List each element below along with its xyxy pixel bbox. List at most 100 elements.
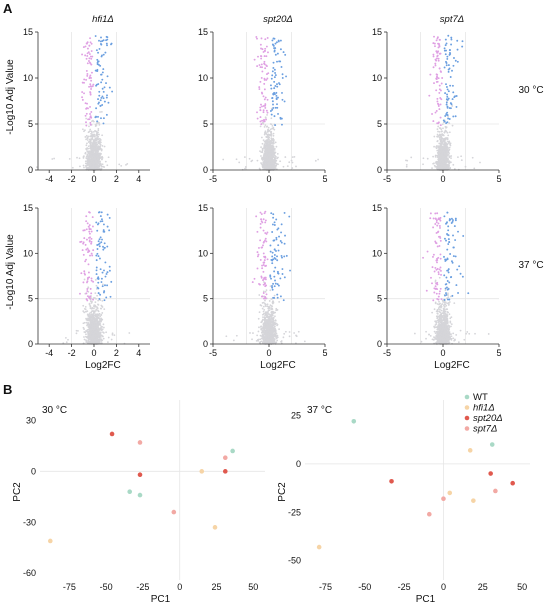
gene-point bbox=[106, 164, 109, 167]
y-tick-label: 0 bbox=[377, 165, 382, 175]
gene-point bbox=[67, 338, 69, 341]
gene-point-up bbox=[107, 101, 110, 104]
gene-point bbox=[111, 333, 114, 336]
gene-point bbox=[118, 163, 121, 166]
gene-point bbox=[256, 159, 259, 162]
gene-point bbox=[92, 142, 94, 144]
gene-point-up bbox=[102, 223, 105, 226]
gene-point bbox=[264, 154, 267, 156]
gene-point-down bbox=[87, 251, 89, 254]
gene-point-down bbox=[88, 296, 90, 299]
gene-point-up bbox=[97, 51, 100, 54]
gene-point bbox=[270, 307, 273, 309]
gene-point-up bbox=[273, 80, 276, 83]
gene-point-down bbox=[88, 227, 91, 230]
gene-point-up bbox=[278, 60, 281, 63]
gene-point-down bbox=[438, 67, 441, 70]
gene-point-down bbox=[86, 290, 89, 292]
gene-point bbox=[444, 161, 447, 164]
gene-point-down bbox=[91, 225, 94, 228]
gene-point-down bbox=[87, 51, 90, 54]
gene-point-down bbox=[80, 240, 83, 243]
gene-point bbox=[91, 138, 93, 141]
gene-point bbox=[92, 310, 95, 313]
gene-point bbox=[92, 130, 95, 133]
gene-point-up bbox=[108, 216, 111, 219]
gene-point-up bbox=[443, 49, 446, 52]
gene-point-up bbox=[274, 71, 277, 74]
gene-point bbox=[101, 335, 104, 338]
gene-point-down bbox=[88, 118, 91, 121]
gene-point bbox=[88, 303, 91, 306]
gene-point-down bbox=[88, 44, 91, 47]
gene-point-up bbox=[448, 107, 451, 109]
gene-point bbox=[263, 161, 266, 163]
x-tick-label: 5 bbox=[496, 174, 501, 184]
gene-point bbox=[452, 163, 455, 166]
gene-point bbox=[89, 317, 92, 320]
gene-point-up bbox=[96, 58, 99, 61]
gene-point bbox=[83, 331, 86, 333]
gene-point bbox=[303, 340, 306, 343]
gene-point bbox=[94, 278, 97, 281]
gene-point-up bbox=[445, 98, 448, 101]
gene-point-down bbox=[256, 65, 259, 68]
gene-point bbox=[291, 167, 294, 169]
gene-point bbox=[273, 338, 276, 341]
gene-point bbox=[275, 164, 278, 167]
gene-point-up bbox=[443, 66, 446, 69]
gene-point bbox=[446, 138, 449, 141]
gene-point bbox=[263, 153, 266, 156]
gene-point-up bbox=[102, 291, 105, 294]
gene-point bbox=[97, 310, 100, 313]
gene-point bbox=[270, 132, 273, 135]
gene-point-up bbox=[106, 213, 109, 216]
gene-point-up bbox=[97, 292, 100, 295]
gene-point bbox=[101, 163, 104, 166]
gene-point-up bbox=[452, 91, 455, 94]
gene-point bbox=[84, 165, 87, 167]
gene-point-down bbox=[260, 47, 262, 50]
gene-point-up bbox=[106, 94, 108, 97]
gene-point bbox=[434, 154, 437, 157]
gene-point-down bbox=[258, 64, 261, 66]
gene-point bbox=[94, 330, 97, 332]
x-tick-label: 0 bbox=[440, 174, 445, 184]
gene-point-up bbox=[447, 97, 450, 100]
gene-point-up bbox=[273, 87, 276, 90]
gene-point bbox=[268, 300, 271, 302]
gene-point bbox=[450, 155, 453, 157]
gene-point-up bbox=[97, 278, 100, 280]
gene-point bbox=[449, 144, 452, 147]
gene-point bbox=[278, 301, 281, 303]
gene-point bbox=[291, 161, 294, 164]
gene-point-up bbox=[104, 284, 106, 287]
gene-point bbox=[441, 154, 444, 157]
gene-point bbox=[97, 336, 100, 338]
gene-point bbox=[439, 150, 442, 153]
gene-point-down bbox=[260, 57, 263, 60]
gene-point-up bbox=[103, 100, 106, 103]
gene-point bbox=[295, 165, 297, 168]
gene-point-down bbox=[85, 220, 88, 223]
gene-point bbox=[96, 150, 99, 153]
gene-point-up bbox=[447, 90, 450, 93]
gene-point-down bbox=[87, 249, 90, 252]
gene-point bbox=[272, 162, 274, 165]
gene-point-down bbox=[261, 119, 264, 122]
gene-point bbox=[443, 152, 446, 155]
gene-point-down bbox=[257, 55, 259, 58]
gene-point bbox=[96, 164, 99, 167]
gene-point bbox=[88, 130, 91, 133]
gene-point bbox=[97, 330, 100, 333]
gene-point bbox=[51, 158, 54, 160]
gene-point-down bbox=[438, 108, 441, 111]
gene-point-up bbox=[451, 69, 453, 72]
x-tick-label: 2 bbox=[114, 174, 119, 184]
gene-point bbox=[87, 150, 90, 153]
gene-point bbox=[101, 306, 104, 308]
gene-point-down bbox=[84, 273, 86, 276]
